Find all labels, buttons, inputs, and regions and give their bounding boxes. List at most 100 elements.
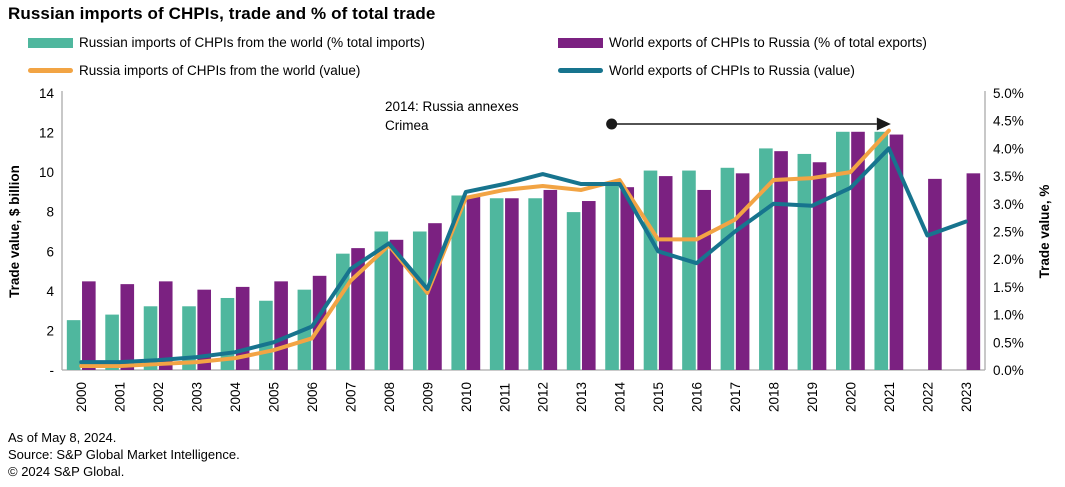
- right-axis-tick: 3.0%: [993, 197, 1024, 212]
- chart-title: Russian imports of CHPIs, trade and % of…: [8, 4, 436, 23]
- bar-russian-imports-pct-2012: [528, 198, 542, 370]
- right-axis-title: Trade value, %: [1037, 185, 1052, 279]
- x-axis-label-2012: 2012: [536, 382, 551, 412]
- x-axis-label-2005: 2005: [267, 382, 282, 412]
- right-axis-tick: 2.5%: [993, 225, 1024, 240]
- bar-russian-imports-pct-2017: [720, 167, 735, 370]
- right-axis-tick: 4.5%: [993, 114, 1024, 129]
- x-axis-label-2011: 2011: [497, 383, 512, 412]
- x-axis-label-2022: 2022: [920, 382, 935, 412]
- x-axis-label-2006: 2006: [305, 382, 320, 412]
- right-axis-tick: 2.0%: [993, 252, 1024, 267]
- right-axis-tick: 1.5%: [993, 280, 1024, 295]
- x-axis-label-2018: 2018: [766, 382, 781, 412]
- footer-source: Source: S&P Global Market Intelligence.: [8, 447, 240, 462]
- bar-russian-imports-pct-2014: [605, 184, 619, 370]
- bar-russian-imports-pct-2015: [643, 170, 658, 370]
- left-axis-tick: 10: [39, 165, 54, 180]
- bar-world-exports-pct-2000: [82, 281, 96, 370]
- bar-world-exports-pct-2018: [774, 151, 788, 370]
- left-axis-tick: 14: [39, 86, 55, 101]
- bar-world-exports-pct-2019: [812, 162, 827, 370]
- line-world-exports-value: [79, 146, 968, 365]
- bar-world-exports-pct-2017: [735, 173, 750, 370]
- x-axis-label-2004: 2004: [228, 381, 243, 412]
- right-axis-tick: 1.0%: [993, 308, 1024, 323]
- x-axis-label-2016: 2016: [690, 382, 705, 412]
- right-axis-tick: 0.5%: [993, 335, 1024, 350]
- x-axis-label-2008: 2008: [382, 382, 397, 412]
- bar-russian-imports-pct-2011: [489, 198, 504, 370]
- legend: Russian imports of CHPIs from the world …: [28, 31, 1048, 82]
- bar-russian-imports-pct-2005: [259, 300, 273, 370]
- bar-world-exports-pct-2021: [889, 134, 904, 370]
- left-axis-tick: 6: [46, 244, 54, 259]
- right-axis-tick: 4.0%: [993, 141, 1024, 156]
- bar-world-exports-pct-2008: [389, 239, 404, 370]
- legend-item-world-exports-pct: World exports of CHPIs to Russia (% of t…: [558, 31, 1048, 54]
- x-axis-label-2010: 2010: [459, 382, 474, 412]
- bar-world-exports-pct-2002: [158, 281, 173, 370]
- x-axis-label-2014: 2014: [613, 381, 628, 412]
- bar-russian-imports-pct-2013: [566, 212, 581, 370]
- legend-swatch-russia-imports-value: [28, 68, 73, 73]
- left-axis-title: Trade value, $ billion: [7, 165, 22, 298]
- bar-world-exports-pct-2001: [120, 284, 135, 370]
- left-axis-tick: 8: [46, 205, 54, 220]
- legend-label-russia-imports-value: Russia imports of CHPIs from the world (…: [79, 63, 361, 78]
- left-axis-tick: 12: [39, 126, 54, 141]
- bar-world-exports-pct-2022: [928, 178, 942, 370]
- x-axis-label-2017: 2017: [728, 382, 743, 412]
- line-russia-imports-value: [79, 128, 891, 369]
- annotation-text: 2014: Russia annexes Crimea: [385, 97, 519, 135]
- bar-russian-imports-pct-2018: [759, 148, 773, 370]
- x-axis-label-2009: 2009: [420, 382, 435, 412]
- bar-russian-imports-pct-2003: [182, 306, 196, 370]
- right-axis-tick: 5.0%: [993, 86, 1024, 101]
- bar-world-exports-pct-2003: [197, 289, 212, 370]
- bar-world-exports-pct-2012: [543, 189, 558, 370]
- x-axis-label-2023: 2023: [959, 382, 974, 412]
- x-axis-label-2021: 2021: [882, 382, 897, 412]
- annotation-line-1: 2014: Russia annexes: [385, 99, 519, 114]
- bar-russian-imports-pct-2010: [451, 195, 466, 370]
- bar-world-exports-pct-2015: [658, 176, 673, 370]
- legend-swatch-world-exports-pct: [558, 37, 603, 48]
- legend-item-russian-imports-pct: Russian imports of CHPIs from the world …: [28, 31, 558, 54]
- chart-canvas: 14 12 10 8 6 4 2 - 5.0% 4.5% 4.0% 3.5% 3.0% 2.5% 2.0% 1…: [7, 86, 1052, 412]
- legend-label-russian-imports-pct: Russian imports of CHPIs from the world …: [79, 35, 425, 50]
- legend-item-world-exports-value: World exports of CHPIs to Russia (value): [558, 59, 1048, 82]
- bar-russian-imports-pct-2016: [682, 170, 696, 370]
- bar-world-exports-pct-2006: [312, 275, 327, 370]
- left-axis-tick: 4: [46, 284, 54, 299]
- bar-russian-imports-pct-2019: [797, 153, 812, 370]
- x-axis-label-2003: 2003: [190, 382, 205, 412]
- right-axis-tick: 0.0%: [993, 363, 1024, 378]
- bar-russian-imports-pct-2002: [143, 306, 158, 370]
- x-axis-label-2019: 2019: [805, 382, 820, 412]
- footer: As of May 8, 2024. Source: S&P Global Ma…: [8, 429, 240, 480]
- x-axis-label-2007: 2007: [343, 382, 358, 412]
- legend-label-world-exports-pct: World exports of CHPIs to Russia (% of t…: [609, 35, 927, 50]
- left-axis-tick: 2: [46, 323, 54, 338]
- legend-label-world-exports-value: World exports of CHPIs to Russia (value): [609, 63, 855, 78]
- bar-world-exports-pct-2016: [697, 189, 711, 370]
- bar-world-exports-pct-2010: [466, 195, 481, 370]
- right-axis-tick: 3.5%: [993, 169, 1024, 184]
- bar-world-exports-pct-2013: [581, 201, 596, 370]
- bar-russian-imports-pct-2021: [874, 131, 889, 370]
- bar-russian-imports-pct-2000: [66, 320, 81, 370]
- x-axis-label-2001: 2001: [113, 382, 128, 412]
- bar-russian-imports-pct-2009: [412, 231, 427, 370]
- bar-russian-imports-pct-2020: [835, 131, 850, 370]
- bar-world-exports-pct-2014: [620, 187, 635, 370]
- x-axis-label-2020: 2020: [843, 382, 858, 412]
- legend-swatch-russian-imports-pct: [28, 37, 73, 48]
- bar-world-exports-pct-2023: [966, 173, 981, 370]
- bar-world-exports-pct-2009: [428, 223, 442, 370]
- x-axis-label-2002: 2002: [151, 382, 166, 412]
- x-axis-label-2015: 2015: [651, 382, 666, 412]
- legend-swatch-world-exports-value: [558, 68, 603, 73]
- bar-russian-imports-pct-2008: [374, 231, 389, 370]
- annotation-arrowhead: [876, 117, 891, 131]
